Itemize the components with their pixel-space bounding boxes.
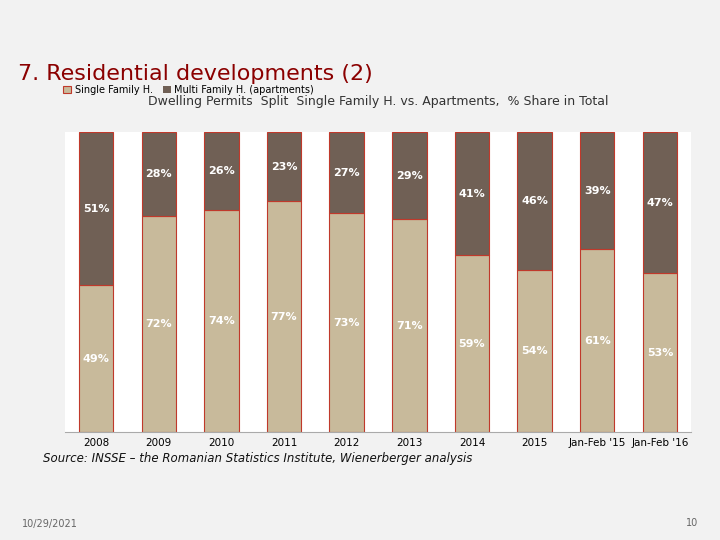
- Text: 7. Residential developments (2): 7. Residential developments (2): [18, 64, 373, 84]
- Bar: [580, 249, 614, 432]
- Bar: [455, 132, 489, 255]
- Bar: [455, 255, 489, 432]
- Bar: [142, 132, 176, 216]
- Bar: [518, 270, 552, 432]
- Text: 51%: 51%: [83, 204, 109, 214]
- Bar: [392, 132, 426, 219]
- Text: 39%: 39%: [584, 186, 611, 195]
- Bar: [392, 219, 426, 432]
- Bar: [142, 216, 176, 432]
- Text: 53%: 53%: [647, 348, 673, 357]
- Bar: [267, 201, 301, 432]
- Text: 27%: 27%: [333, 168, 360, 178]
- Text: 23%: 23%: [271, 162, 297, 172]
- Legend: Single Family H., Multi Family H. (apartments): Single Family H., Multi Family H. (apart…: [63, 85, 314, 94]
- Text: 46%: 46%: [521, 196, 548, 206]
- Bar: [330, 132, 364, 213]
- Bar: [643, 132, 677, 273]
- Text: 26%: 26%: [208, 166, 235, 176]
- Text: 41%: 41%: [459, 189, 485, 199]
- Text: Source: INSSE – the Romanian Statistics Institute, Wienerberger analysis: Source: INSSE – the Romanian Statistics …: [43, 451, 472, 465]
- Bar: [330, 213, 364, 432]
- Text: 74%: 74%: [208, 316, 235, 326]
- Text: 10/29/2021: 10/29/2021: [22, 518, 78, 529]
- Text: 49%: 49%: [83, 354, 109, 363]
- Bar: [518, 132, 552, 270]
- Bar: [79, 285, 113, 432]
- Text: 10: 10: [686, 518, 698, 529]
- Text: 29%: 29%: [396, 171, 423, 181]
- Bar: [267, 132, 301, 201]
- Text: 73%: 73%: [333, 318, 360, 328]
- Text: 28%: 28%: [145, 169, 172, 179]
- Text: 61%: 61%: [584, 335, 611, 346]
- Bar: [204, 210, 238, 432]
- Text: Dwelling Permits  Split  Single Family H. vs. Apartments,  % Share in Total: Dwelling Permits Split Single Family H. …: [148, 95, 608, 108]
- Bar: [204, 132, 238, 210]
- Text: 59%: 59%: [459, 339, 485, 349]
- Bar: [79, 132, 113, 285]
- Text: 77%: 77%: [271, 312, 297, 322]
- Text: 54%: 54%: [521, 346, 548, 356]
- Bar: [580, 132, 614, 249]
- Text: 47%: 47%: [647, 198, 673, 208]
- Text: 72%: 72%: [145, 319, 172, 329]
- Text: 71%: 71%: [396, 321, 423, 330]
- Bar: [643, 273, 677, 432]
